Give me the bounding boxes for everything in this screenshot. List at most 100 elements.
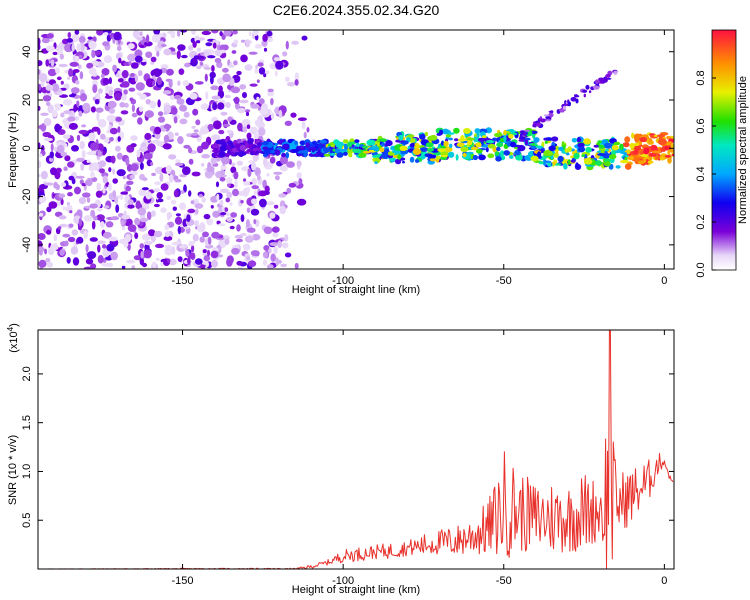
heatmap-cell	[183, 184, 187, 193]
heatmap-cell	[55, 67, 60, 74]
y-tick-label: -40	[21, 237, 33, 253]
heatmap-cell	[514, 146, 518, 150]
heatmap-cell	[419, 147, 429, 153]
heatmap-cell	[344, 144, 348, 151]
heatmap-cell	[262, 259, 268, 266]
heatmap-cell	[376, 142, 380, 147]
heatmap-cell	[125, 185, 131, 192]
heatmap-cell	[134, 49, 143, 58]
heatmap-cell	[60, 182, 67, 188]
heatmap-cell	[195, 258, 203, 265]
heatmap-cell	[78, 35, 86, 44]
heatmap-cell	[622, 142, 630, 148]
heatmap-cell	[222, 123, 231, 127]
heatmap-cell	[38, 173, 41, 178]
heatmap-cell	[196, 65, 202, 70]
heatmap-cell	[226, 258, 233, 267]
heatmap-cell	[275, 257, 280, 266]
heatmap-cell	[519, 130, 526, 134]
heatmap-cell	[259, 98, 265, 105]
colorbar-gradient	[711, 29, 737, 271]
heatmap-cell	[399, 145, 408, 151]
heatmap-cell	[395, 158, 402, 165]
y-tick-label: 40	[21, 46, 33, 58]
heatmap-cell	[116, 169, 126, 177]
heatmap-cell	[291, 40, 299, 45]
heatmap-cell	[144, 243, 150, 251]
heatmap-cell	[249, 83, 258, 87]
heatmap-cell	[130, 163, 139, 172]
heatmap-cell	[543, 137, 547, 141]
heatmap-cell	[187, 257, 191, 266]
heatmap-cell	[309, 144, 315, 148]
heatmap-cell	[118, 57, 122, 64]
heatmap-cell	[42, 95, 52, 102]
heatmap-cell	[269, 242, 279, 247]
heatmap-cell	[42, 131, 51, 138]
heatmap-cell	[140, 251, 144, 259]
heatmap-cell	[613, 70, 618, 75]
heatmap-cell	[123, 239, 129, 248]
heatmap-cell	[54, 45, 64, 52]
snr-x-ticks: -150 -100 -50 0	[172, 330, 667, 587]
heatmap-cell	[47, 68, 57, 77]
heatmap-cell	[218, 151, 227, 158]
heatmap-cell	[163, 124, 172, 130]
heatmap-cell	[90, 162, 100, 171]
heatmap-cell	[148, 229, 156, 237]
heatmap-cell	[57, 226, 62, 230]
heatmap-cell	[605, 74, 611, 78]
heatmap-cell	[76, 134, 81, 142]
heatmap-cell	[278, 109, 283, 119]
heatmap-cell	[211, 247, 219, 252]
heatmap-cell	[220, 188, 230, 193]
heatmap-cell	[253, 190, 257, 196]
heatmap-cell	[329, 152, 336, 156]
heatmap-cell	[210, 75, 214, 85]
heatmap-cell	[447, 151, 455, 158]
heatmap-cell	[53, 234, 58, 242]
heatmap-cell	[425, 142, 434, 148]
heatmap-cell	[68, 175, 75, 181]
heatmap-cell	[102, 77, 110, 86]
heatmap-cell	[270, 98, 274, 106]
heatmap-cell	[131, 112, 138, 118]
heatmap-cell	[81, 149, 86, 159]
heatmap-cell	[219, 177, 226, 182]
heatmap-cell	[317, 144, 324, 149]
heatmap-cell	[78, 218, 83, 227]
heatmap-cell	[473, 136, 478, 143]
y-tick-label: 0	[21, 145, 33, 151]
heatmap-cell	[269, 156, 276, 164]
heatmap-cell	[157, 111, 164, 117]
heatmap-cell	[609, 154, 617, 160]
heatmap-cell	[69, 61, 79, 67]
heatmap-cell	[67, 192, 73, 197]
heatmap-cell	[238, 266, 243, 269]
heatmap-cell	[251, 162, 257, 171]
heatmap-cell	[108, 108, 116, 114]
heatmap-cell	[415, 159, 420, 163]
heatmap-cell	[499, 150, 505, 157]
heatmap-cell	[50, 243, 59, 251]
heatmap-cell	[224, 153, 230, 157]
heatmap-cell	[462, 152, 467, 158]
heatmap-cell	[164, 247, 173, 256]
heatmap-cell	[259, 109, 269, 115]
heatmap-cell	[570, 159, 576, 163]
heatmap-cell	[155, 257, 160, 262]
heatmap-cell	[244, 235, 254, 243]
heatmap-cell	[250, 103, 260, 109]
heatmap-cell	[288, 182, 297, 188]
heatmap-cell	[103, 231, 112, 239]
heatmap-cell	[137, 117, 143, 125]
heatmap-cell	[472, 154, 478, 161]
heatmap-cell	[45, 257, 51, 263]
snr-x-label: Height of straight line (km)	[292, 584, 420, 596]
heatmap-cell	[545, 119, 552, 122]
heatmap-cell	[200, 103, 209, 110]
heatmap-cell	[498, 132, 502, 137]
heatmap-cell	[273, 57, 280, 62]
heatmap-cell	[233, 171, 239, 180]
heatmap-cell	[218, 85, 223, 93]
